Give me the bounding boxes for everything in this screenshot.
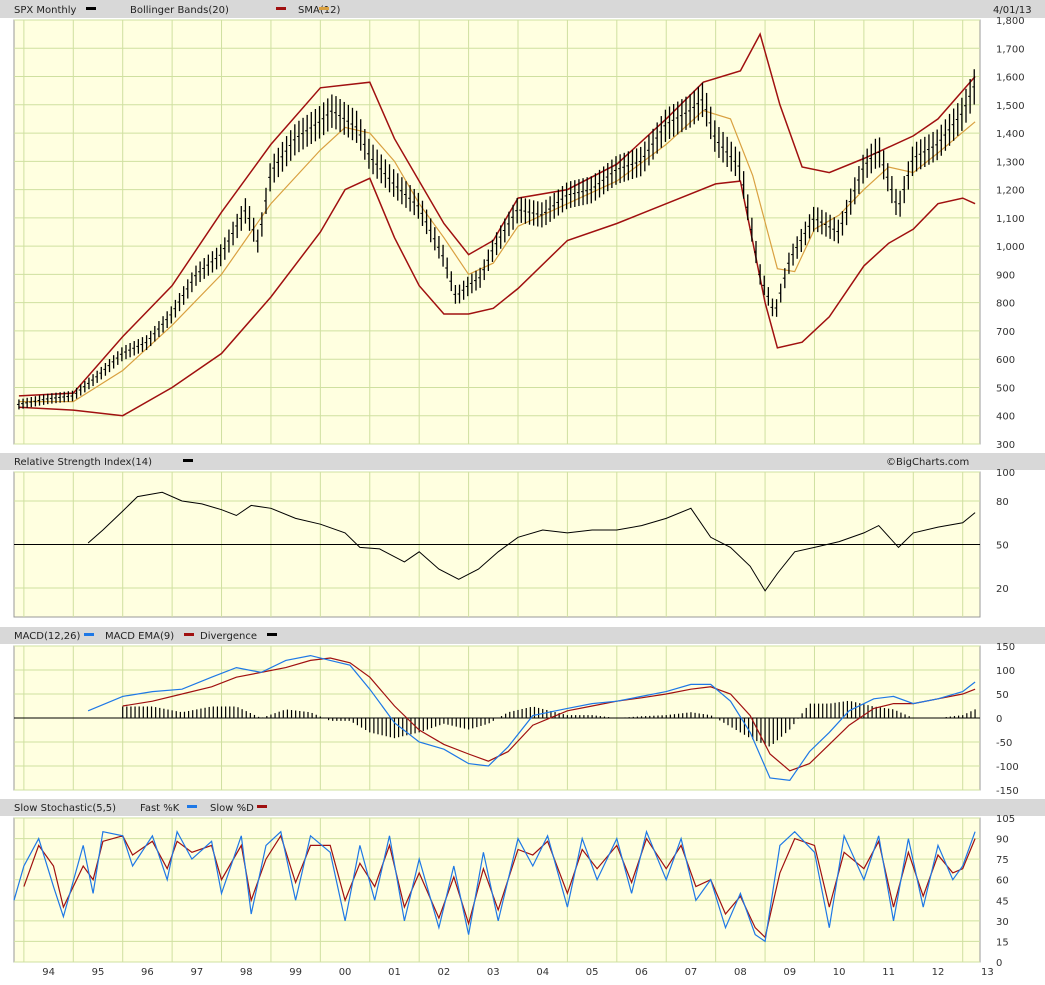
x-tick-label: 00 (339, 967, 352, 978)
x-tick-label: 06 (635, 967, 648, 978)
price-tick-label: 500 (996, 383, 1015, 394)
price-tick-label: 800 (996, 299, 1015, 310)
x-tick-label: 01 (388, 967, 401, 978)
macd-tick-label: -50 (996, 738, 1012, 749)
x-tick-label: 94 (42, 967, 55, 978)
macd-panel: -150 -100 -50 0 50 100 150 (13, 642, 1019, 797)
macd-tick-label: 150 (996, 642, 1015, 653)
stoch-tick-label: 75 (996, 855, 1009, 866)
price-tick-label: 1,800 (996, 16, 1025, 27)
rsi-tick-label: 50 (996, 541, 1009, 552)
bollinger_upper-line (18, 32, 976, 397)
stoch-tick-label: 90 (996, 835, 1009, 846)
stoch-tick-label: 105 (996, 814, 1015, 825)
macd-header: MACD(12,26) MACD EMA(9) Divergence (0, 627, 1045, 644)
stoch-label: Slow Stochastic(5,5) (14, 803, 116, 814)
stoch-tick-label: 60 (996, 876, 1009, 887)
price-tick-label: 1,000 (996, 242, 1025, 253)
stoch-tick-label: 0 (996, 958, 1002, 969)
plot-layer: 3004005006007008009001,0001,1001,2001,30… (13, 16, 1025, 978)
ema-label: MACD EMA(9) (105, 631, 174, 642)
price-header: SPX Monthly Bollinger Bands(20) SMA(12) … (0, 0, 1045, 18)
symbol-label: SPX Monthly (14, 5, 77, 16)
rsi-label: Relative Strength Index(14) (14, 457, 152, 468)
slow-d-label: Slow %D (210, 803, 254, 814)
rsi-swatch (183, 459, 193, 462)
macd-tick-label: 100 (996, 666, 1015, 677)
price-tick-label: 1,400 (996, 129, 1025, 140)
price-bars (16, 69, 975, 410)
rsi-line (87, 491, 976, 592)
fast-k-swatch (187, 805, 197, 808)
x-axis-labels: 94 95 96 97 98 99 00 01 02 03 04 05 06 07 08 09 10 11 12 13 (42, 967, 994, 978)
x-tick-label: 95 (92, 967, 105, 978)
slow-d-swatch (257, 805, 267, 808)
price-tick-label: 1,100 (996, 214, 1025, 225)
stoch-tick-label: 30 (996, 917, 1009, 928)
x-tick-label: 03 (487, 967, 500, 978)
divergence-bars (122, 700, 976, 747)
fast-k-label: Fast %K (140, 803, 180, 814)
x-tick-label: 96 (141, 967, 154, 978)
rsi-tick-label: 80 (996, 497, 1009, 508)
stoch-tick-label: 45 (996, 896, 1009, 907)
macd-line (87, 654, 976, 782)
price-tick-label: 700 (996, 327, 1015, 338)
rsi-tick-label: 100 (996, 468, 1015, 479)
x-tick-label: 10 (833, 967, 846, 978)
sma-line (18, 109, 976, 403)
macd_ema-line (122, 657, 976, 772)
price-tick-label: 900 (996, 270, 1015, 281)
price-tick-label: 1,500 (996, 101, 1025, 112)
credit-label: ©BigCharts.com (886, 457, 969, 468)
macd-tick-label: 0 (996, 714, 1002, 725)
stoch_fast_k-line (13, 829, 976, 943)
stoch-header: Slow Stochastic(5,5) Fast %K Slow %D (0, 799, 1045, 816)
macd-tick-label: -150 (996, 786, 1019, 797)
macd-label: MACD(12,26) (14, 631, 81, 642)
price-tick-label: 400 (996, 412, 1015, 423)
price-panel: 300 400 500 600 700 800 900 1,000 1,100 1,200 1,30… (13, 16, 1025, 451)
x-tick-label: 08 (734, 967, 747, 978)
price-tick-label: 1,200 (996, 186, 1025, 197)
divergence-label: Divergence (200, 631, 257, 642)
price-tick-label: 1,300 (996, 157, 1025, 168)
price-swatch (86, 7, 96, 10)
bollinger-swatch (276, 7, 286, 10)
x-tick-label: 97 (190, 967, 203, 978)
sma-swatch (319, 7, 329, 10)
macd-tick-label: 50 (996, 690, 1009, 701)
x-tick-label: 02 (438, 967, 451, 978)
price-tick-label: 1,600 (996, 73, 1025, 84)
price-tick-label: 300 (996, 440, 1015, 451)
x-tick-label: 04 (536, 967, 549, 978)
bollinger_lower-line (18, 177, 976, 417)
rsi-panel: 20 50 80 100 (13, 468, 1015, 618)
price-tick-label: 1,700 (996, 44, 1025, 55)
x-tick-label: 99 (289, 967, 302, 978)
x-tick-label: 13 (981, 967, 994, 978)
divergence-swatch (267, 633, 277, 636)
x-tick-label: 05 (586, 967, 599, 978)
x-tick-label: 09 (783, 967, 796, 978)
x-tick-label: 11 (882, 967, 895, 978)
price-tick-label: 600 (996, 355, 1015, 366)
bollinger-label: Bollinger Bands(20) (130, 5, 229, 16)
price-plot-area (13, 19, 981, 445)
x-tick-label: 12 (932, 967, 945, 978)
macd-tick-label: -100 (996, 762, 1019, 773)
stoch-tick-label: 15 (996, 937, 1009, 948)
x-tick-label: 98 (240, 967, 253, 978)
rsi-tick-label: 20 (996, 584, 1009, 595)
rsi-header: Relative Strength Index(14) ©BigCharts.c… (0, 453, 1045, 470)
macd-swatch (84, 633, 94, 636)
date-label: 4/01/13 (993, 5, 1032, 16)
sma-label: SMA(12) (298, 5, 340, 16)
ema-swatch (184, 633, 194, 636)
stoch-panel: 0 15 30 45 60 75 90 105 (13, 814, 1015, 969)
x-tick-label: 07 (685, 967, 698, 978)
